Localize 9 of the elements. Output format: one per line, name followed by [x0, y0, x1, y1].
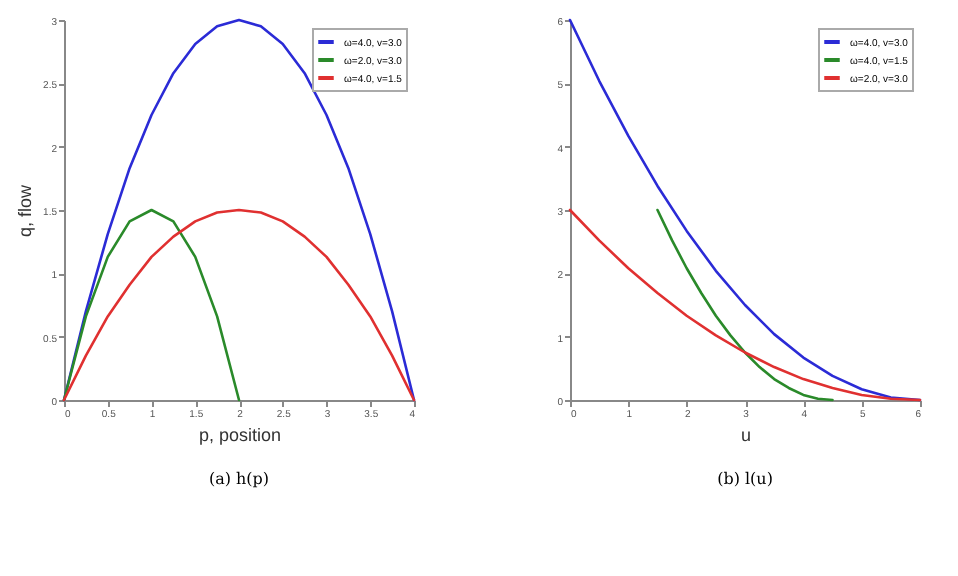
text: (a) h(p)	[208, 470, 270, 488]
line-series	[62, 18, 416, 402]
x-axis-title: p, position	[198, 425, 282, 445]
x-axis-title: u	[740, 425, 752, 445]
y-axis-title: q, flow	[15, 183, 36, 238]
line-series	[656, 208, 834, 402]
text: (b) l(u)	[717, 470, 773, 488]
line-series	[568, 18, 922, 402]
line-series	[62, 208, 241, 402]
